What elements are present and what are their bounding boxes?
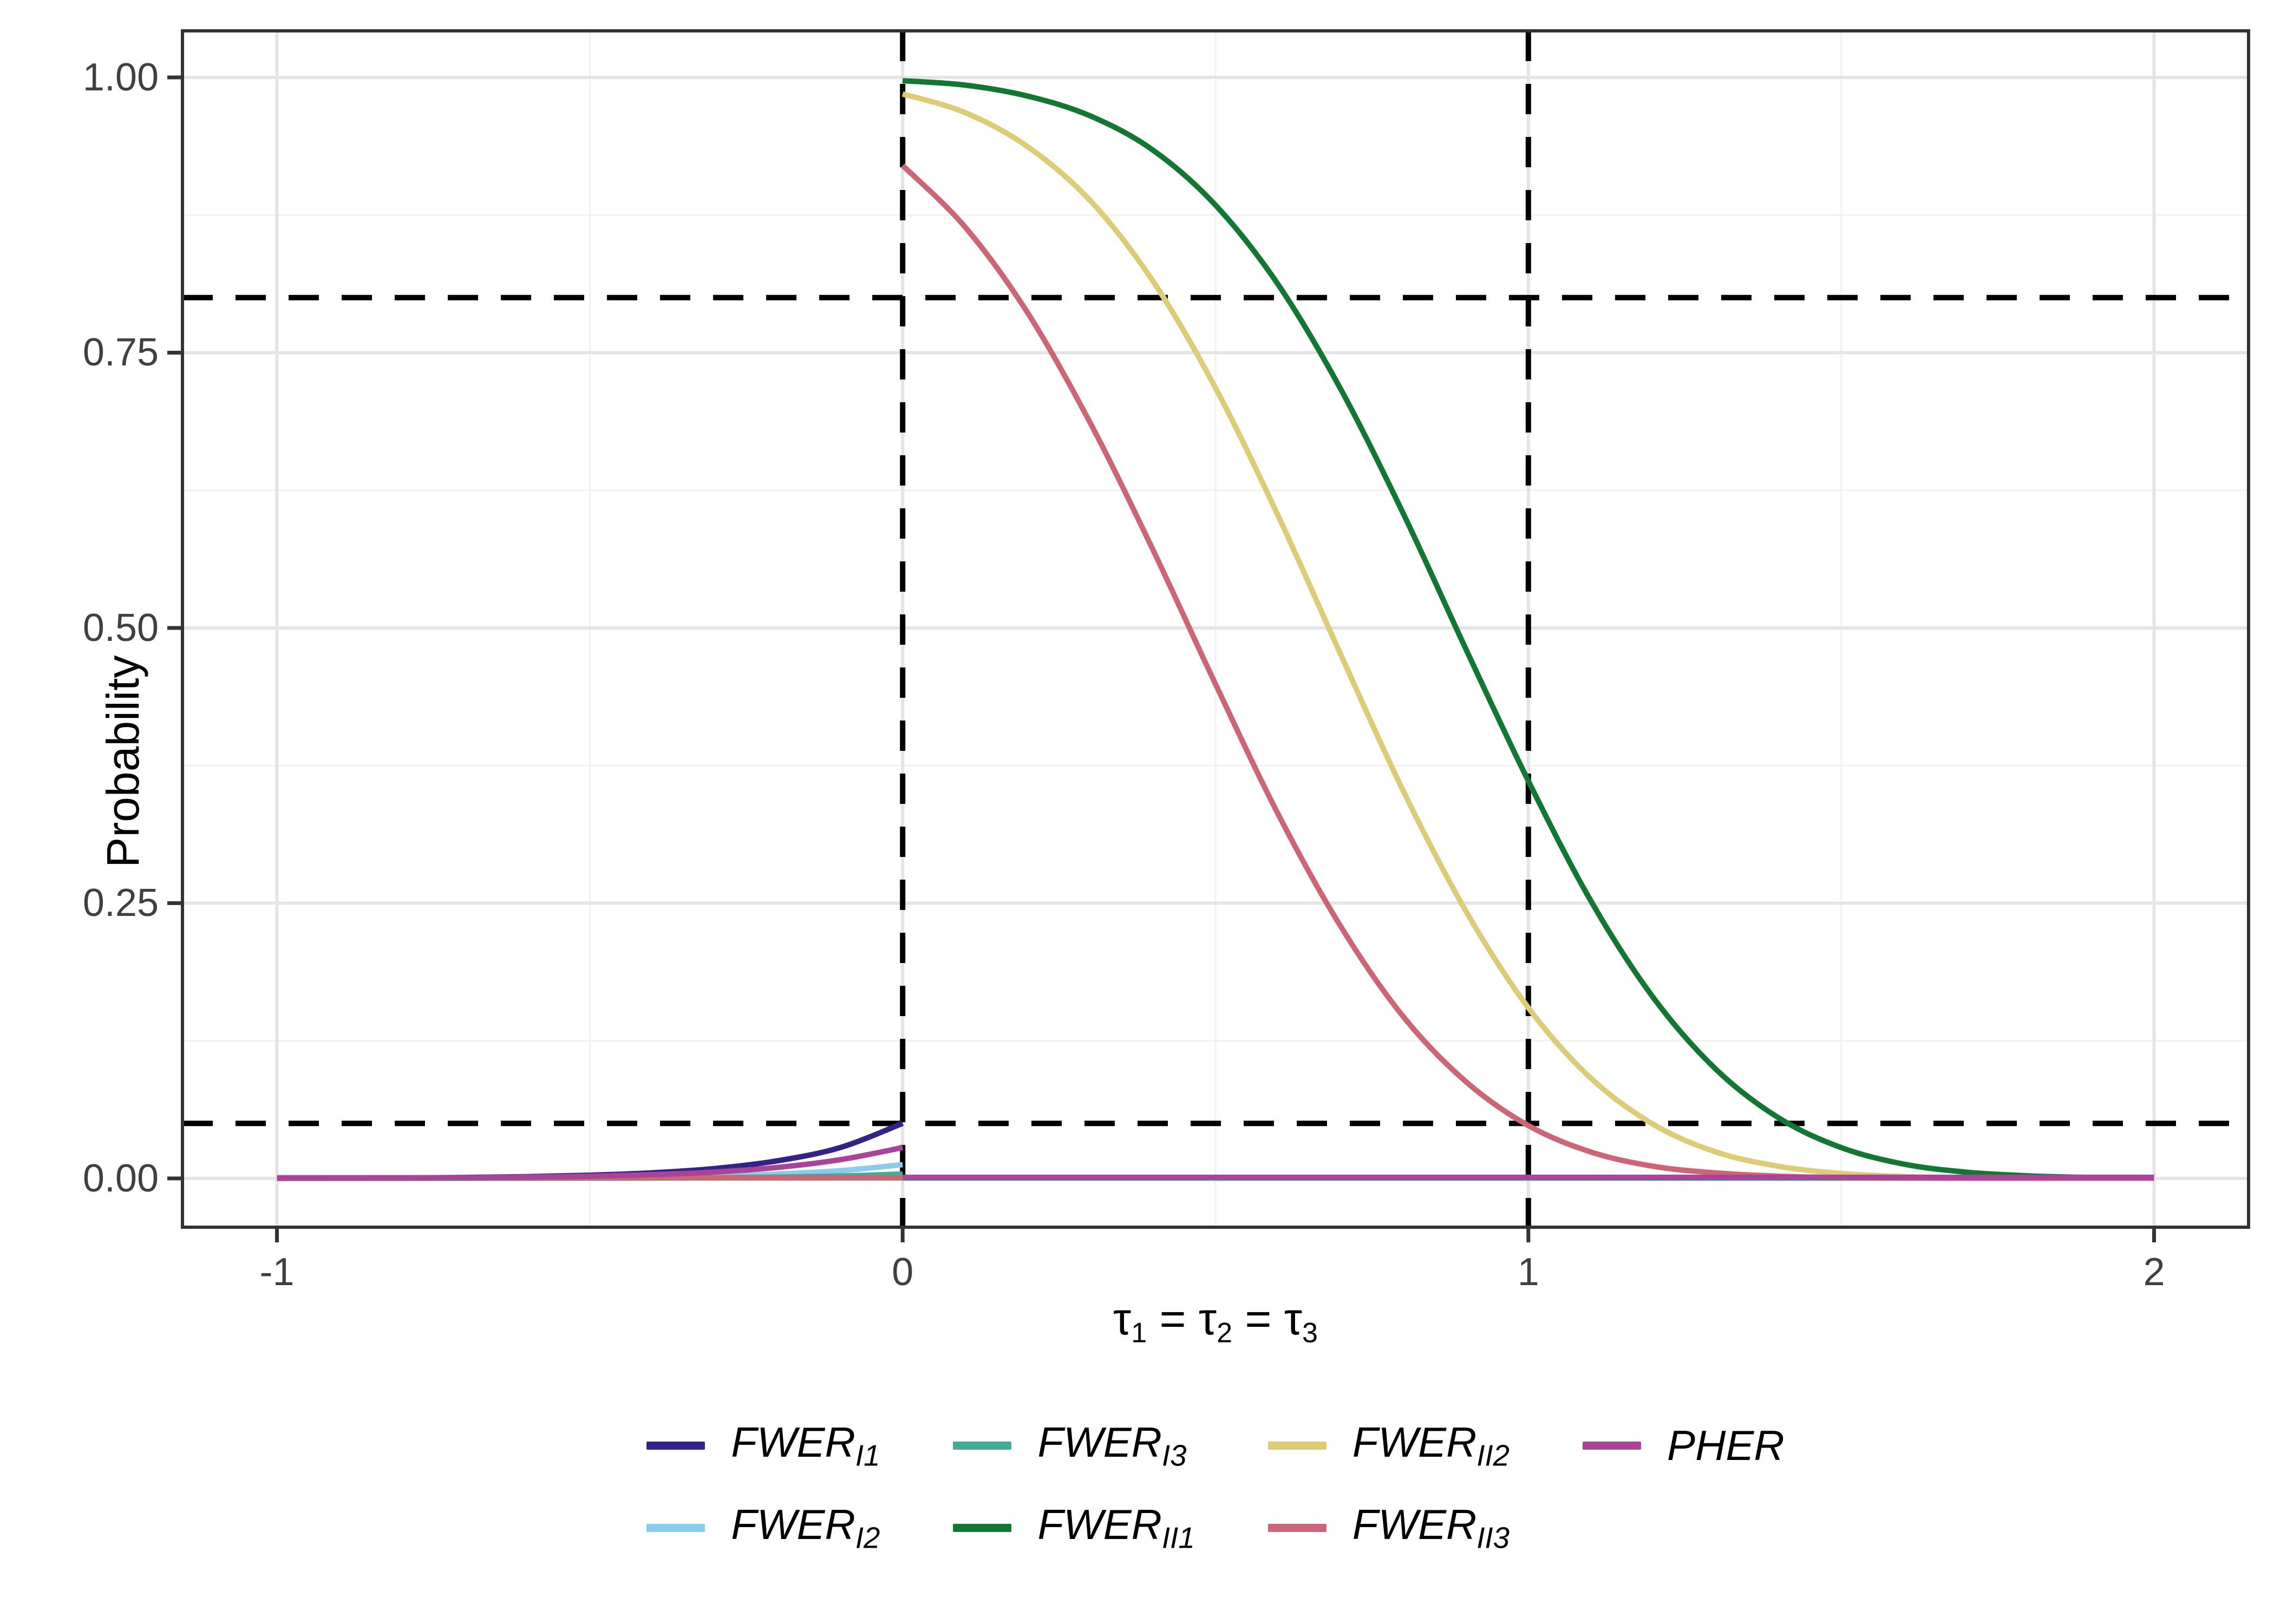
legend-item-FWER-I2: FWERI2	[646, 1498, 880, 1557]
x-axis-title: τ1 = τ2 = τ3	[1113, 1293, 1318, 1350]
legend-label: FWERII1	[1037, 1501, 1195, 1555]
legend: FWERI1 FWERI2 FWERI3 FWERII1 FWERII2 FWERII3 P…	[182, 1416, 2249, 1557]
x-tick-label: 0	[892, 1250, 914, 1294]
curve-FWER-II1	[902, 78, 2154, 1181]
legend-line-swatch	[1267, 1441, 1327, 1450]
y-tick-label: 0.25	[82, 881, 159, 925]
legend-label-subscript: II2	[1476, 1439, 1510, 1472]
x-axis-title-part: =	[1147, 1293, 1199, 1344]
legend-label-subscript: II3	[1476, 1521, 1510, 1555]
legend-label-subscript: I1	[855, 1439, 880, 1472]
legend-item-PHER: PHER	[1583, 1416, 1785, 1475]
x-axis-title-subscript: 1	[1131, 1317, 1147, 1349]
legend-label: FWERI2	[731, 1501, 880, 1555]
x-axis-title-subscript: 3	[1302, 1317, 1318, 1349]
legend-label: FWERII3	[1352, 1501, 1510, 1555]
y-tick-label: 1.00	[82, 56, 159, 100]
legend-item-FWER-II1: FWERII1	[953, 1498, 1195, 1557]
x-axis-title-part: =	[1232, 1293, 1284, 1344]
legend-line-swatch	[646, 1441, 705, 1450]
legend-line-swatch	[953, 1523, 1012, 1532]
legend-line-swatch	[953, 1441, 1012, 1450]
legend-label: PHER	[1667, 1421, 1785, 1469]
legend-label: FWERI1	[731, 1418, 880, 1472]
x-tick-label: 1	[1517, 1250, 1539, 1294]
legend-label: FWERI3	[1037, 1418, 1187, 1472]
y-tick-label: 0.00	[82, 1156, 159, 1200]
y-axis-title: Probability	[97, 655, 149, 868]
x-tick-label: -1	[259, 1250, 295, 1294]
x-axis-title-part: τ	[1198, 1293, 1217, 1344]
y-tick-label: 0.50	[82, 606, 159, 650]
x-tick-label: 2	[2143, 1250, 2165, 1294]
legend-label-subscript: I3	[1162, 1439, 1187, 1472]
curve-PHER	[277, 1145, 904, 1181]
legend-item-FWER-I3: FWERI3	[953, 1416, 1194, 1475]
legend-item-FWER-II2: FWERII2	[1267, 1416, 1510, 1475]
legend-label-subscript: II1	[1162, 1521, 1195, 1555]
x-axis-title-subscript: 2	[1217, 1317, 1233, 1349]
legend-item-FWER-I1: FWERI1	[646, 1416, 880, 1475]
x-axis-title-part: τ	[1113, 1293, 1132, 1344]
legend-line-swatch	[1267, 1523, 1327, 1532]
legend-line-swatch	[646, 1523, 705, 1532]
x-axis-title-part: τ	[1284, 1293, 1302, 1344]
panel-border	[181, 29, 2250, 1229]
legend-item-FWER-II3: FWERII3	[1267, 1498, 1510, 1557]
legend-label-subscript: I2	[855, 1521, 880, 1555]
y-tick-label: 0.75	[82, 331, 159, 375]
legend-line-swatch	[1583, 1441, 1642, 1450]
legend-label: FWERII2	[1352, 1418, 1510, 1472]
